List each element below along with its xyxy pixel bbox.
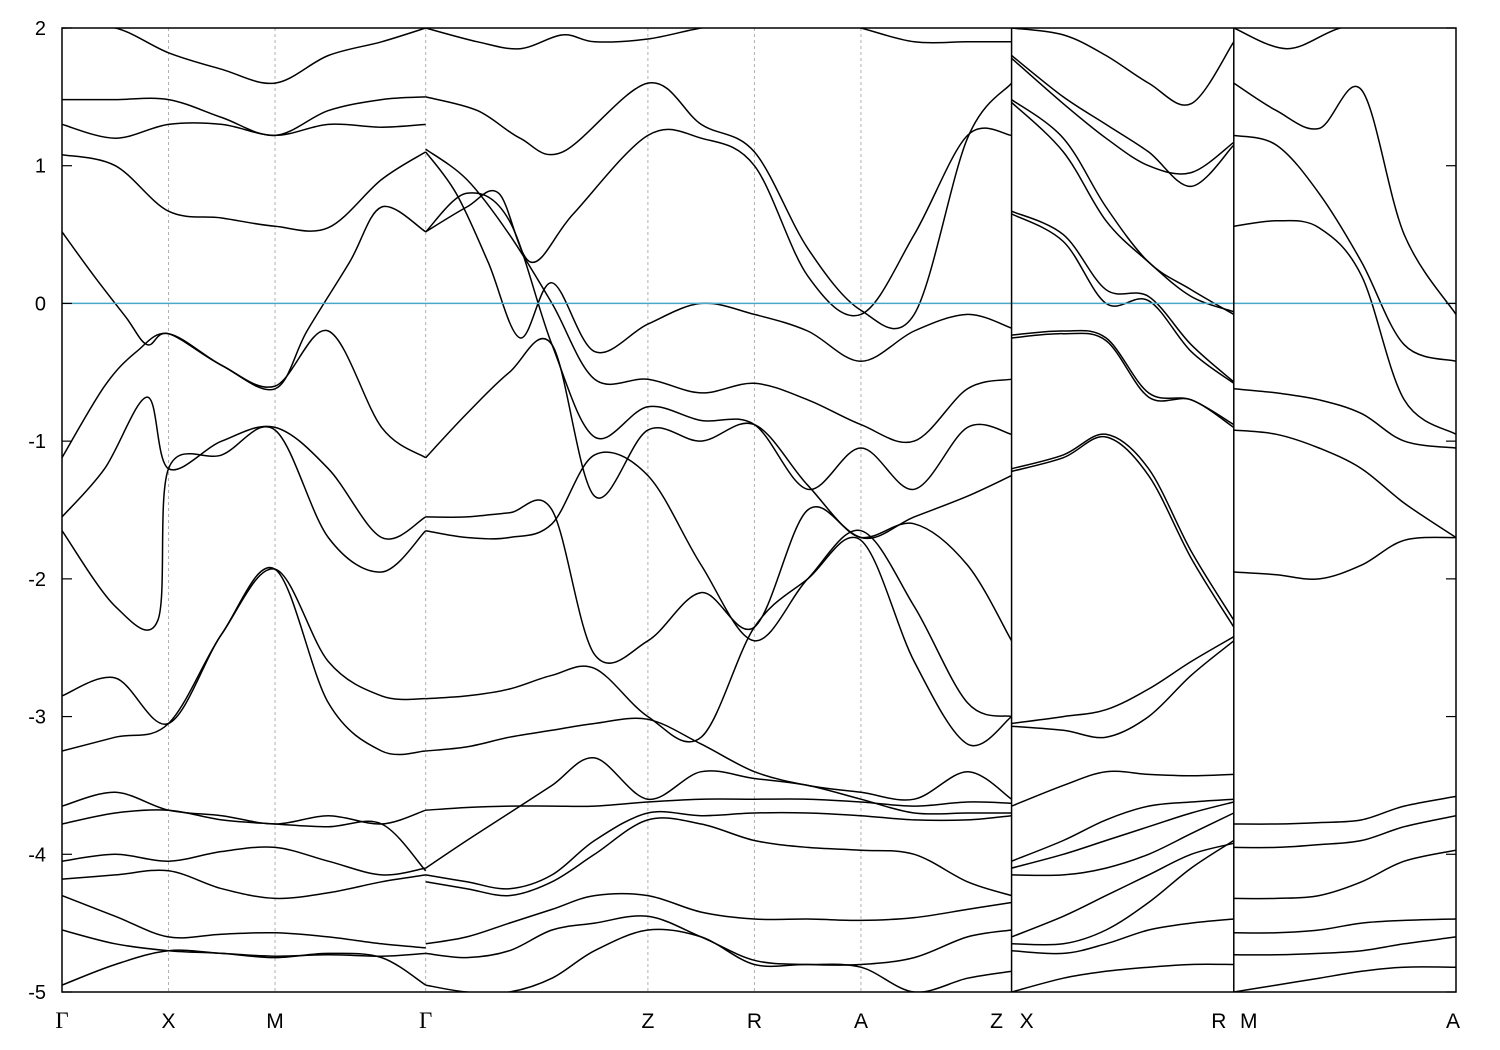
band-line	[425, 28, 1012, 50]
k-point-label: A	[1446, 1010, 1460, 1033]
band-line	[1011, 98, 1235, 316]
band-line	[1011, 842, 1234, 938]
k-point-label: Γ	[419, 1008, 432, 1033]
band-line	[62, 869, 426, 900]
band-line	[1233, 966, 1456, 992]
band-line	[62, 122, 426, 139]
band-line	[62, 28, 426, 85]
band-line	[1011, 101, 1235, 313]
band-line	[62, 894, 426, 949]
band-line	[1011, 770, 1234, 807]
band-line	[62, 791, 426, 825]
band-line	[425, 127, 1012, 317]
band-line	[62, 566, 426, 756]
k-point-label: R	[747, 1010, 762, 1033]
y-tick-label: 2	[35, 18, 46, 40]
band-line	[62, 846, 426, 876]
band-line	[1233, 134, 1456, 363]
band-line	[1011, 963, 1234, 992]
band-line	[1233, 388, 1456, 449]
band-line	[62, 809, 427, 872]
k-point-label: X	[1020, 1010, 1034, 1033]
band-line	[425, 148, 1012, 444]
band-line	[1011, 57, 1235, 175]
band-line	[1011, 329, 1235, 426]
band-line	[1011, 801, 1234, 869]
band-lines	[62, 28, 1456, 992]
k-point-label: X	[162, 1010, 176, 1033]
y-tick-label: -3	[28, 707, 46, 729]
band-line	[1011, 332, 1235, 429]
band-line	[1011, 918, 1234, 955]
band-line	[1233, 814, 1456, 849]
y-tick-label: -2	[28, 569, 46, 591]
k-point-label: M	[1240, 1010, 1258, 1033]
band-line	[1011, 54, 1235, 188]
band-line	[62, 96, 426, 137]
band-line	[1011, 436, 1235, 628]
band-line	[425, 757, 1012, 869]
band-line	[425, 337, 1012, 540]
band-line	[1011, 798, 1234, 862]
band-line	[1011, 210, 1235, 383]
band-line	[62, 396, 427, 540]
y-axis-ticks: -5 -4 -3 -2 -1 0 1 2	[28, 18, 1456, 1004]
band-line	[1233, 936, 1456, 956]
band-line	[425, 82, 1013, 330]
band-line	[425, 817, 1012, 897]
band-line	[425, 717, 1013, 801]
band-line	[425, 499, 1013, 664]
band-line	[1233, 219, 1456, 435]
band-line	[62, 426, 427, 631]
band-line	[425, 798, 1012, 811]
band-line	[1233, 82, 1456, 315]
k-point-gridlines	[168, 28, 862, 992]
band-line	[1233, 429, 1456, 539]
y-tick-label: 0	[35, 293, 46, 315]
plot-frame	[61, 27, 1457, 993]
band-line	[62, 205, 427, 459]
band-line	[62, 231, 427, 459]
band-line	[425, 928, 1012, 992]
y-tick-label: -1	[28, 431, 46, 453]
k-point-label: Z	[641, 1010, 654, 1033]
path-break-lines	[1010, 28, 1235, 992]
k-point-label: M	[266, 1010, 284, 1033]
k-point-label: A	[854, 1010, 868, 1033]
band-line	[62, 949, 426, 986]
band-line	[62, 929, 427, 986]
band-line	[1011, 433, 1235, 621]
band-line	[1233, 536, 1456, 580]
k-point-label: R	[1211, 1010, 1226, 1033]
band-line	[1011, 636, 1235, 725]
band-line	[425, 151, 1012, 363]
band-line	[425, 451, 1012, 718]
band-line	[1011, 640, 1235, 739]
k-point-label: Z	[990, 1010, 1003, 1033]
band-line	[62, 151, 427, 232]
band-line	[1233, 918, 1456, 934]
y-tick-label: -4	[28, 844, 46, 866]
band-line	[1233, 28, 1344, 50]
k-point-label: Γ	[55, 1008, 68, 1033]
band-line	[425, 192, 1012, 491]
band-line	[1233, 795, 1456, 825]
band-line	[62, 568, 426, 725]
band-line	[1233, 849, 1456, 900]
band-line	[1011, 839, 1235, 946]
band-line	[425, 810, 1012, 890]
y-tick-label: -5	[28, 982, 46, 1004]
band-line	[425, 915, 1012, 966]
band-line	[425, 892, 1012, 945]
band-line	[1011, 28, 1235, 106]
band-line	[425, 536, 1013, 747]
y-tick-label: 1	[35, 156, 46, 178]
band-line	[1011, 812, 1235, 877]
